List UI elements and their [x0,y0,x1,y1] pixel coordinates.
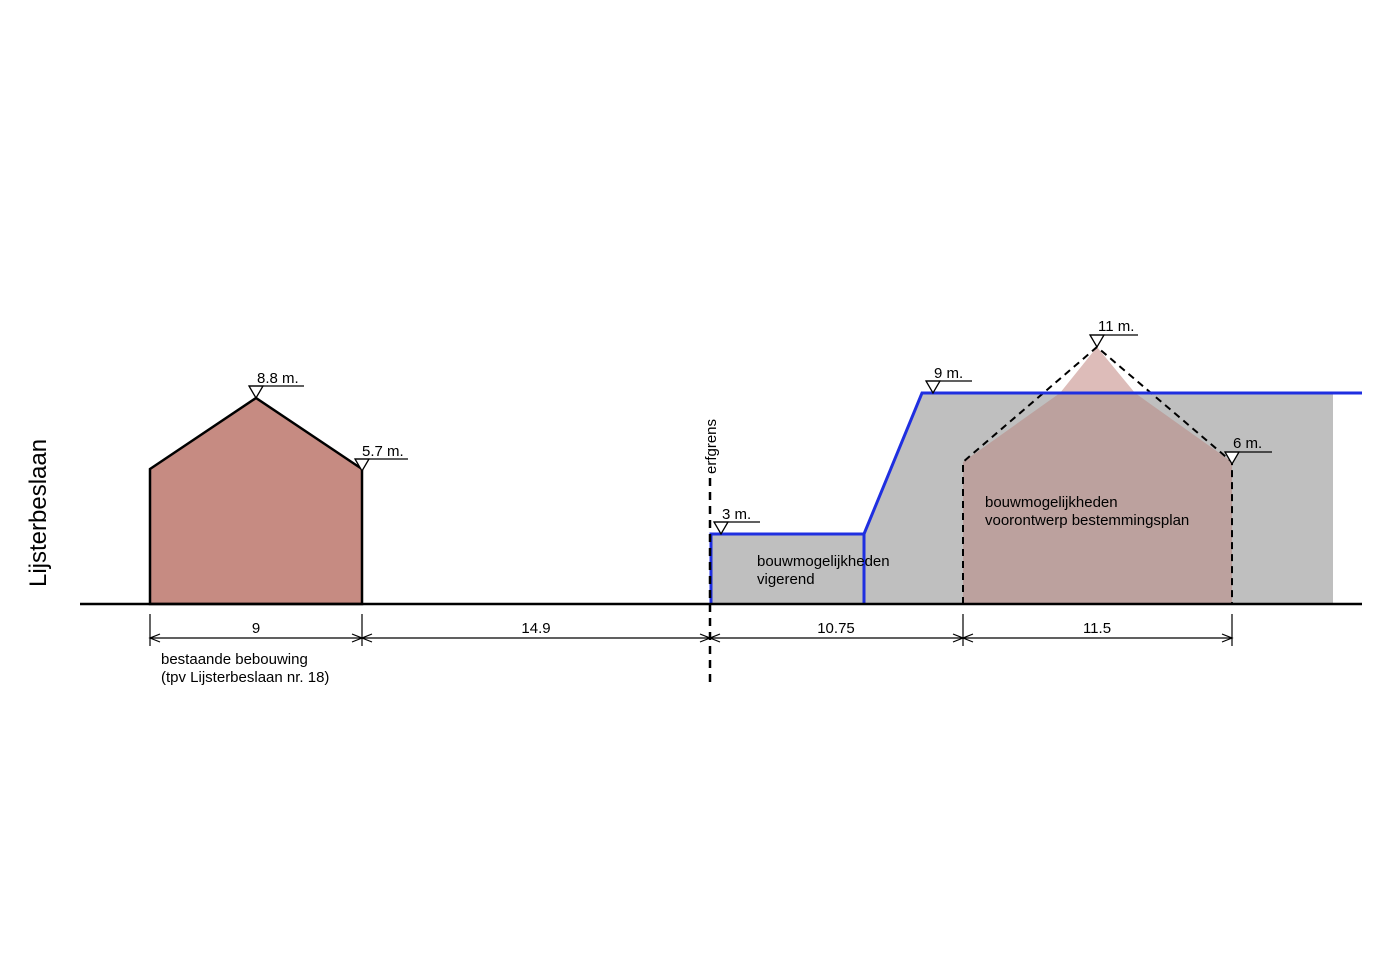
height-marker-existing-eave [353,458,408,473]
height-marker-current-high [924,380,972,395]
existing-caption-2: (tpv Lijsterbeslaan nr. 18) [161,669,329,686]
draft-plan-body [963,393,1232,604]
current-high-height: 9 m. [934,365,963,382]
current-plan-caption-1: bouwmogelijkheden [757,553,890,570]
current-low-height: 3 m. [722,506,751,523]
height-marker-draft-ridge [1088,334,1138,349]
draft-plan-roof [1060,347,1135,393]
draft-eave-height: 6 m. [1233,435,1262,452]
height-marker-draft-eave [1223,451,1272,466]
existing-ridge-height: 8.8 m. [257,370,299,387]
boundary-label: erfgrens [703,419,720,474]
draft-plan-caption-2: voorontwerp bestemmingsplan [985,512,1189,529]
draft-ridge-height: 11 m. [1098,318,1134,335]
existing-width-label: 9 [252,620,260,637]
existing-eave-height: 5.7 m. [362,443,404,460]
draft-width-label: 11.5 [1083,620,1111,637]
height-marker-current-low [712,521,760,536]
height-marker-existing-ridge [247,385,304,400]
street-label: Lijsterbeslaan [25,439,52,587]
current-width-label: 10.75 [817,620,855,637]
current-plan-caption-2: vigerend [757,571,815,588]
gap-width-label: 14.9 [521,620,550,637]
draft-plan-caption-1: bouwmogelijkheden [985,494,1118,511]
existing-house [148,396,364,606]
dimension-line [148,614,1234,646]
existing-caption-1: bestaande bebouwing [161,651,308,668]
